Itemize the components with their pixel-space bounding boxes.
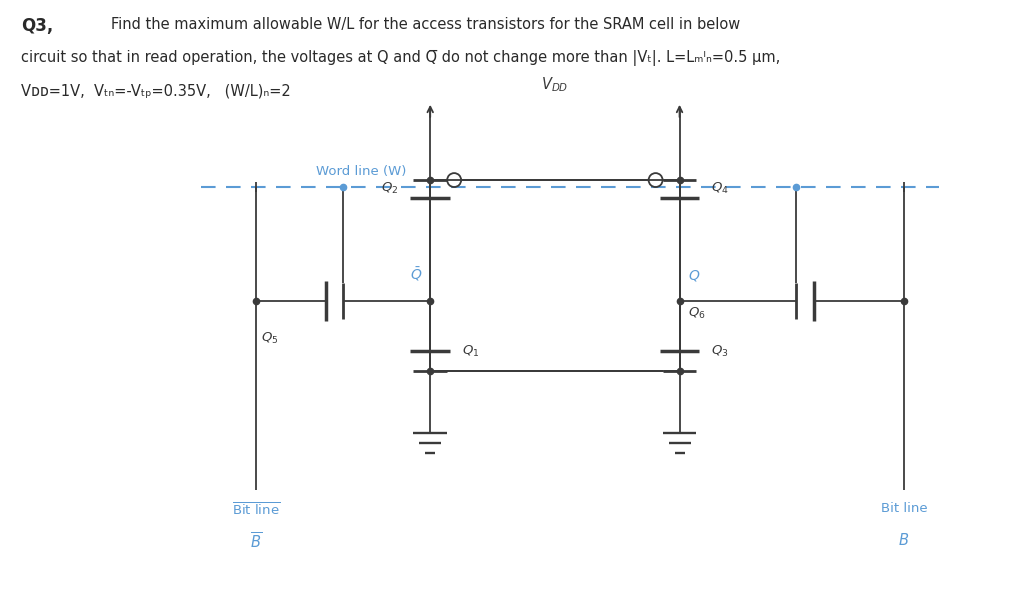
- Text: $Q_5$: $Q_5$: [261, 331, 279, 346]
- Text: $Q_3$: $Q_3$: [712, 344, 729, 359]
- Text: Find the maximum allowable W/L for the access transistors for the SRAM cell in b: Find the maximum allowable W/L for the a…: [111, 17, 740, 32]
- Text: Q3,: Q3,: [22, 17, 53, 35]
- Text: Word line (W): Word line (W): [315, 164, 406, 178]
- Text: $Q$: $Q$: [687, 268, 699, 283]
- Text: $Q_4$: $Q_4$: [712, 180, 729, 196]
- Text: Vᴅᴅ=1V,  Vₜₙ=-Vₜₚ=0.35V,   (W/L)ₙ=2: Vᴅᴅ=1V, Vₜₙ=-Vₜₚ=0.35V, (W/L)ₙ=2: [22, 83, 291, 98]
- Text: $\overline{B}$: $\overline{B}$: [250, 532, 262, 552]
- Text: $Q_6$: $Q_6$: [687, 306, 706, 321]
- Text: $Q_1$: $Q_1$: [462, 344, 479, 359]
- Text: $Q_2$: $Q_2$: [381, 180, 398, 196]
- Text: $\overline{\mathrm{Bit\ line}}$: $\overline{\mathrm{Bit\ line}}$: [231, 502, 280, 519]
- Text: Bit line: Bit line: [881, 502, 928, 515]
- Text: $B$: $B$: [898, 532, 909, 548]
- Text: $V_{DD}$: $V_{DD}$: [542, 75, 568, 94]
- Text: circuit so that in read operation, the voltages at Q and Q̅ do not change more t: circuit so that in read operation, the v…: [22, 50, 780, 66]
- Text: $\bar{Q}$: $\bar{Q}$: [410, 265, 422, 283]
